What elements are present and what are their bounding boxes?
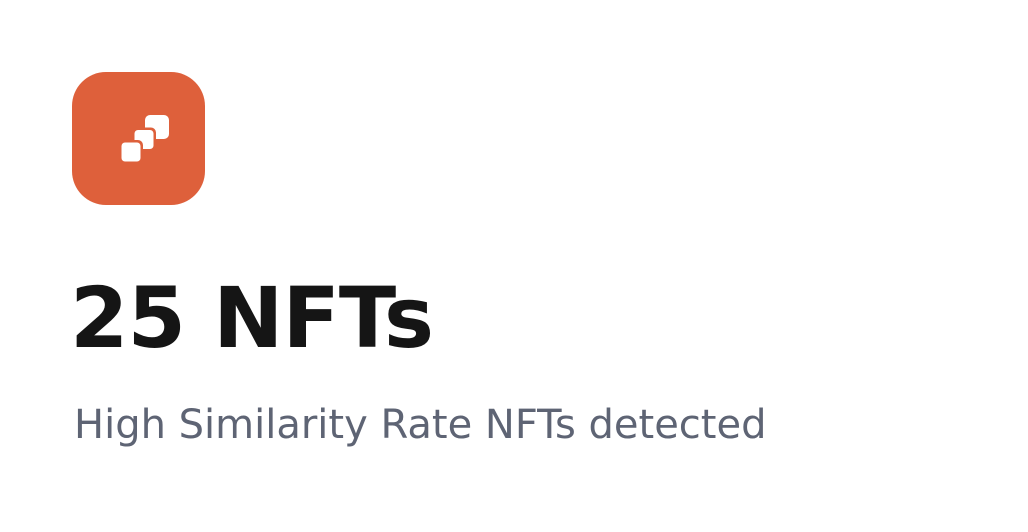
icon-tile — [72, 72, 205, 205]
stacked-squares-icon — [118, 114, 169, 164]
nft-count: 25 NFTs — [70, 269, 434, 367]
similarity-subtitle: High Similarity Rate NFTs detected — [74, 402, 767, 448]
